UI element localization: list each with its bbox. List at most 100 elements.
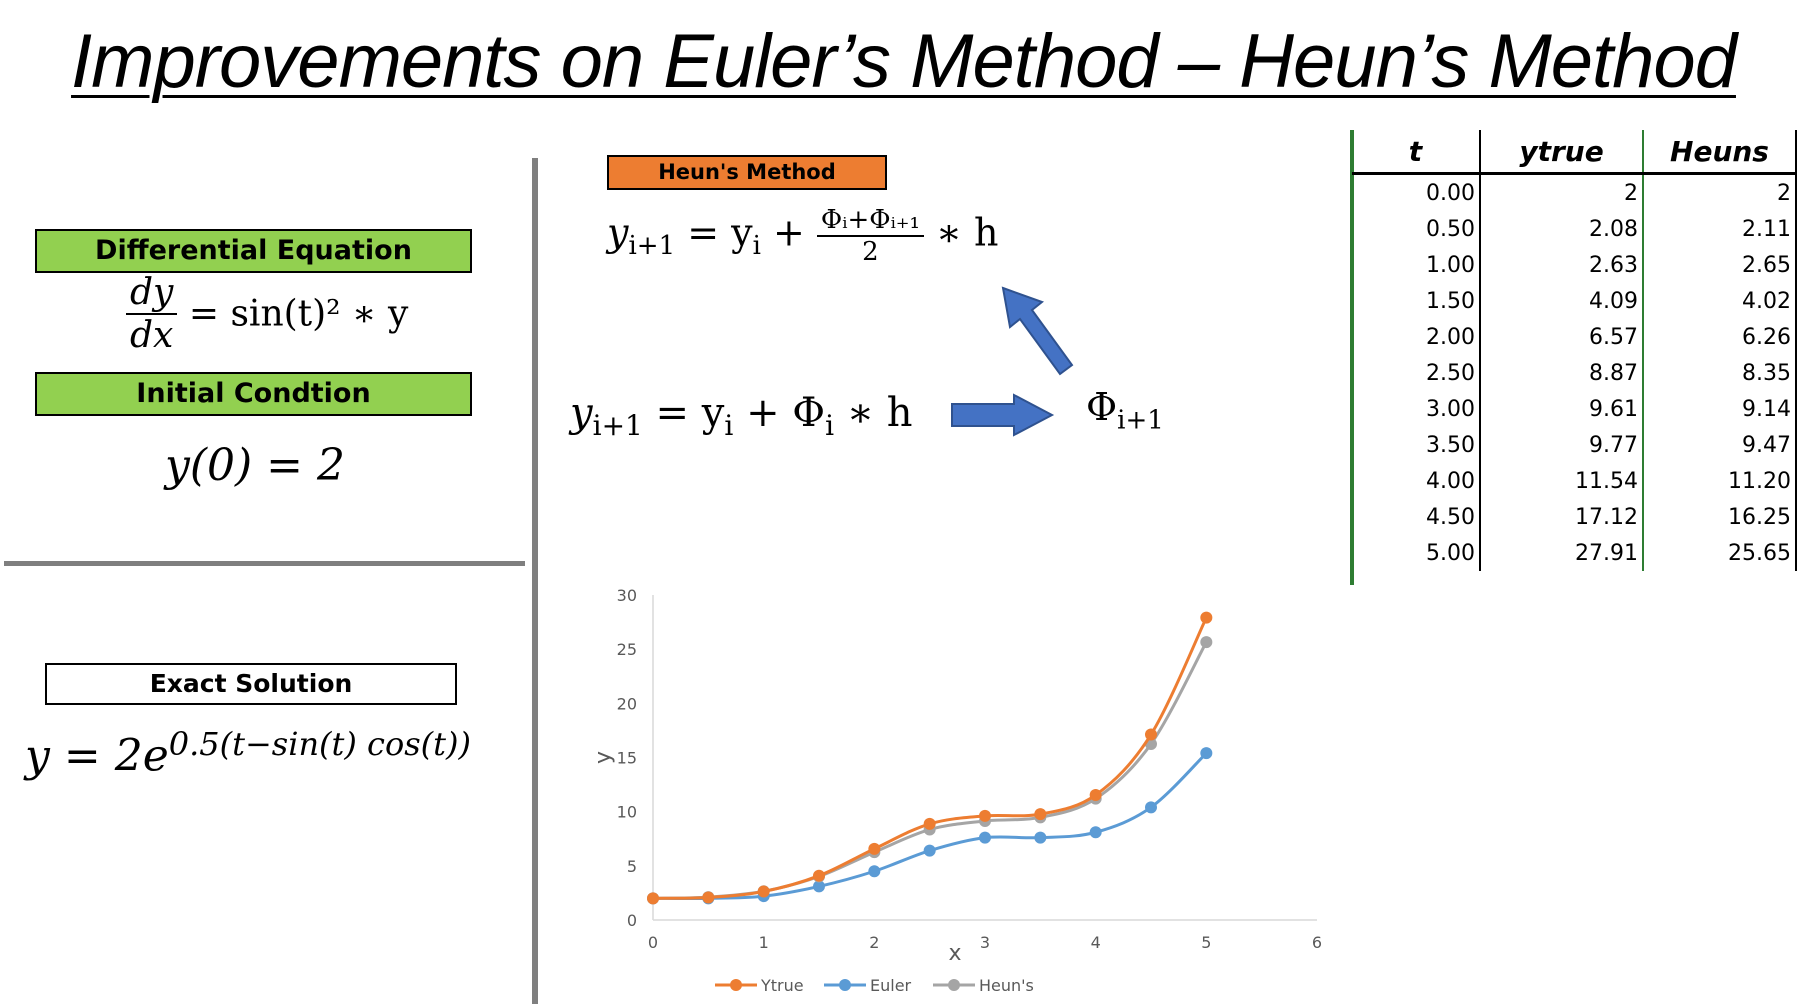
formula-lhs: y — [607, 210, 629, 255]
y-tick-label: 25 — [617, 640, 637, 659]
data-point-euler — [979, 831, 991, 844]
data-point-heuns — [1200, 636, 1213, 649]
cell-heuns: 2.65 — [1642, 247, 1797, 283]
cell-heuns: 6.26 — [1642, 319, 1797, 355]
initial-condition-label: Initial Condtion — [35, 372, 472, 416]
cell-heuns: 9.14 — [1642, 391, 1797, 427]
euler-tail: ∗ h — [834, 390, 913, 436]
legend-marker-heuns — [948, 979, 960, 991]
differential-equation: dy dx = sin(t)² ∗ y — [126, 272, 408, 356]
formula-mid-sub: i — [752, 231, 761, 262]
data-point-euler — [1034, 831, 1047, 844]
heuns-method-label: Heun's Method — [607, 155, 887, 190]
dy-dx-fraction: dy dx — [126, 272, 178, 356]
exact-solution: y = 2e0.5(t−sin(t) cos(t)) — [25, 725, 471, 782]
fraction-denominator: dx — [130, 315, 174, 356]
y-tick-label: 10 — [617, 803, 637, 822]
table-body: 0.00 2 2 0.50 2.08 2.11 1.00 2.63 2.65 1.50 4.09 4.… — [1352, 173, 1797, 571]
euler-rest: + Φ — [733, 390, 826, 436]
cell-heuns: 16.25 — [1642, 499, 1797, 535]
cell-t: 3.00 — [1426, 396, 1475, 422]
euler-lhs: y — [570, 390, 593, 436]
data-point-ytrue — [813, 869, 825, 882]
page-title: Improvements on Euler’s Method – Heun’s … — [71, 19, 1737, 104]
formula-fraction: Φᵢ+Φᵢ₊₁ 2 — [816, 205, 924, 267]
differential-equation-label: Differential Equation — [35, 229, 472, 273]
cell-t: 1.50 — [1426, 288, 1475, 314]
vertical-divider — [532, 158, 538, 1004]
horizontal-divider — [4, 561, 525, 566]
data-point-ytrue — [1034, 808, 1047, 821]
euler-lhs-sub: i+1 — [592, 409, 643, 442]
formula-tail: ∗ h — [923, 210, 999, 255]
cell-ytrue: 8.87 — [1479, 355, 1643, 391]
results-table: t ytrue Heuns 0.00 2 2 0.50 2.08 2.11 1.00 2.63… — [1352, 130, 1797, 571]
table-row: 4.00 11.54 11.20 — [1352, 463, 1797, 499]
data-point-ytrue — [1200, 611, 1213, 624]
table-row: 2.50 8.87 8.35 — [1352, 355, 1797, 391]
cell-ytrue: 11.54 — [1479, 463, 1643, 499]
cell-heuns: 25.65 — [1642, 535, 1797, 571]
cell-ytrue: 2.63 — [1479, 247, 1643, 283]
data-point-ytrue — [1145, 728, 1157, 741]
initial-condition: y(0) = 2 — [165, 440, 346, 491]
cell-ytrue: 9.77 — [1479, 427, 1643, 463]
table-row: 1.00 2.63 2.65 — [1352, 247, 1797, 283]
legend-label-ytrue: Ytrue — [760, 976, 804, 995]
legend-marker-euler — [839, 979, 851, 991]
phi-symbol: Φi+1 — [1086, 385, 1164, 436]
data-point-ytrue — [757, 885, 770, 898]
euler-rest-sub: i — [825, 409, 835, 442]
table-row: 5.00 27.91 25.65 — [1352, 535, 1797, 571]
table-row: 0.00 2 2 — [1352, 173, 1797, 211]
cell-t: 4.00 — [1426, 468, 1475, 494]
cell-t: 3.50 — [1426, 432, 1475, 458]
x-tick-label: 6 — [1312, 933, 1322, 952]
exact-solution-label: Exact Solution — [45, 663, 457, 705]
legend-marker-ytrue — [730, 979, 742, 991]
cell-ytrue: 2.08 — [1479, 211, 1643, 247]
euler-mid-sub: i — [724, 409, 734, 442]
x-tick-label: 2 — [869, 933, 879, 952]
formula-plus: + — [760, 210, 817, 255]
table-row: 2.00 6.57 6.26 — [1352, 319, 1797, 355]
data-point-euler — [1089, 826, 1102, 839]
y-tick-label: 20 — [617, 694, 637, 713]
cell-heuns: 2 — [1642, 173, 1797, 211]
table-row: 3.50 9.77 9.47 — [1352, 427, 1797, 463]
legend-label-heuns: Heun's — [979, 976, 1034, 995]
cell-heuns: 8.35 — [1642, 355, 1797, 391]
cell-ytrue: 9.61 — [1479, 391, 1643, 427]
header-ytrue: ytrue — [1479, 130, 1643, 175]
formula-fraction-denominator: 2 — [862, 237, 879, 267]
cell-ytrue: 27.91 — [1479, 535, 1643, 571]
cell-heuns: 11.20 — [1642, 463, 1797, 499]
phi-sub: i+1 — [1117, 405, 1164, 436]
cell-heuns: 4.02 — [1642, 283, 1797, 319]
cell-heuns: 9.47 — [1642, 427, 1797, 463]
arrow-up-icon — [1001, 286, 1074, 376]
exact-solution-exponent: 0.5(t−sin(t) cos(t)) — [168, 725, 471, 763]
series-line-ytrue — [652, 617, 1208, 900]
y-tick-label: 30 — [617, 586, 637, 605]
table-header-row: t ytrue Heuns — [1352, 130, 1797, 175]
y-axis-title: y — [591, 751, 616, 764]
x-tick-label: 1 — [759, 933, 769, 952]
cell-t: 0.50 — [1426, 216, 1475, 242]
differential-equation-rhs: = sin(t)² ∗ y — [188, 293, 409, 335]
data-point-euler — [1145, 801, 1157, 814]
data-point-euler — [923, 844, 936, 857]
cell-t: 2.50 — [1426, 360, 1475, 386]
header-heuns: Heuns — [1642, 130, 1797, 175]
table-row: 3.00 9.61 9.14 — [1352, 391, 1797, 427]
euler-formula: yi+1 = yi + Φi ∗ h — [570, 390, 912, 442]
x-tick-label: 5 — [1201, 933, 1211, 952]
data-point-ytrue — [1089, 788, 1102, 801]
cell-t: 1.00 — [1426, 252, 1475, 278]
formula-fraction-numerator: Φᵢ+Φᵢ₊₁ — [816, 205, 924, 237]
cell-ytrue: 17.12 — [1479, 499, 1643, 535]
data-point-euler — [868, 865, 881, 878]
data-point-ytrue — [868, 842, 881, 855]
y-tick-label: 15 — [617, 749, 637, 768]
y-tick-label: 5 — [627, 857, 637, 876]
